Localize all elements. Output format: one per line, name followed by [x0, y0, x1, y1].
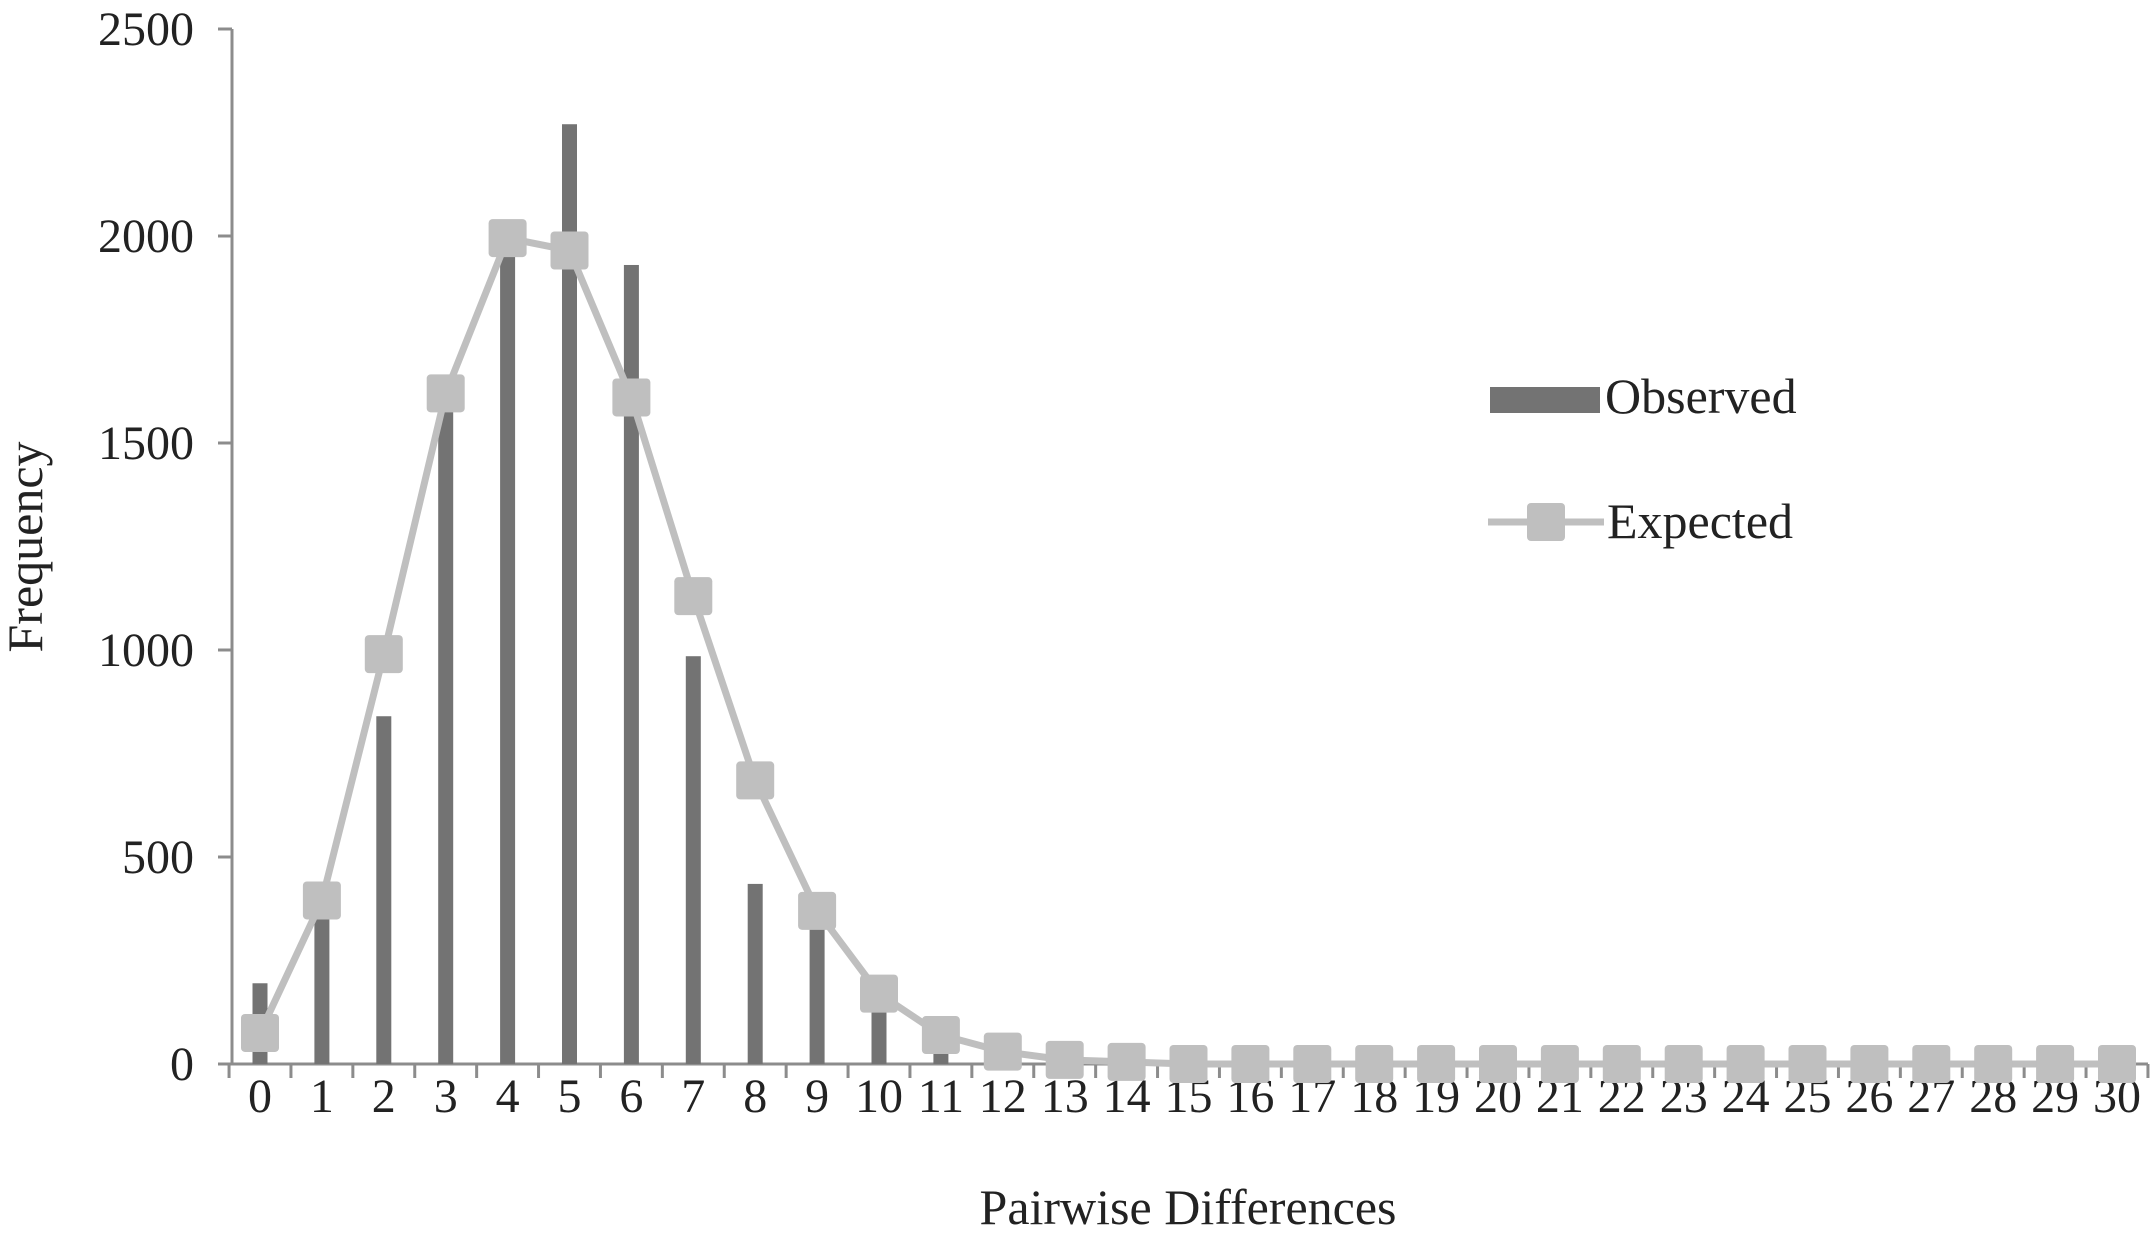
expected-marker [921, 1016, 960, 1055]
observed-bar [500, 252, 516, 1064]
expected-marker [1912, 1045, 1951, 1083]
observed-bars [252, 124, 1011, 1065]
legend-observed-swatch [1490, 387, 1600, 413]
expected-marker [1602, 1045, 1641, 1083]
y-axis: 0 500 1000 1500 2000 2500 [98, 3, 234, 1091]
expected-marker [488, 219, 527, 258]
x-tick-label: 10 [855, 1070, 903, 1123]
expected-marker [1540, 1045, 1579, 1083]
observed-bar [562, 124, 577, 1065]
x-tick-label: 0 [248, 1070, 272, 1123]
y-tick-label: 500 [122, 831, 194, 884]
expected-marker [1107, 1042, 1146, 1081]
expected-marker [1231, 1045, 1270, 1083]
expected-marker [1355, 1045, 1394, 1083]
x-tick-label: 2 [372, 1070, 396, 1123]
expected-marker [1788, 1045, 1827, 1083]
expected-marker [860, 974, 898, 1013]
expected-marker [1293, 1045, 1332, 1083]
x-tick-label: 11 [918, 1070, 964, 1123]
x-tick-label: 7 [681, 1070, 705, 1123]
x-tick-label: 5 [558, 1070, 582, 1123]
x-tick-label: 12 [979, 1070, 1027, 1123]
y-tick-label: 1000 [98, 624, 194, 677]
expected-marker [1045, 1040, 1084, 1079]
observed-bar [314, 914, 330, 1064]
x-tick-label: 9 [805, 1070, 829, 1123]
expected-marker [612, 378, 651, 417]
expected-marker [1664, 1045, 1703, 1083]
y-axis-title: Frequency [0, 441, 53, 652]
expected-marker [550, 231, 589, 270]
expected-marker [302, 881, 341, 920]
expected-marker [426, 374, 465, 413]
expected-marker [736, 761, 775, 800]
y-tick-label: 2000 [98, 210, 194, 263]
x-tick-label: 3 [434, 1070, 458, 1123]
x-tick-label: 1 [310, 1070, 334, 1123]
y-tick-label: 1500 [98, 417, 194, 470]
observed-bar [623, 264, 639, 1065]
observed-bar [685, 656, 701, 1064]
observed-bar [809, 927, 825, 1064]
expected-marker [1479, 1045, 1517, 1083]
expected-marker [241, 1013, 279, 1052]
legend-observed-label: Observed [1605, 368, 1797, 424]
expected-marker [364, 635, 403, 674]
expected-marker [2036, 1045, 2075, 1083]
observed-bar [376, 716, 392, 1064]
expected-marker [1417, 1045, 1456, 1083]
x-tick-label: 8 [743, 1070, 767, 1123]
expected-marker [1726, 1045, 1765, 1083]
expected-marker [1169, 1045, 1208, 1083]
expected-marker [1850, 1045, 1889, 1083]
x-tick-label: 4 [496, 1070, 520, 1123]
expected-series-line [256, 234, 2117, 1068]
x-axis-title: Pairwise Differences [980, 1179, 1397, 1234]
observed-bar [438, 405, 454, 1064]
legend-expected-label: Expected [1607, 493, 1793, 549]
expected-marker [674, 577, 713, 616]
expected-marker [983, 1032, 1022, 1071]
expected-marker [1974, 1045, 2013, 1083]
x-tick-label: 6 [619, 1070, 643, 1123]
expected-line [241, 219, 2136, 1083]
observed-bar [747, 883, 763, 1064]
legend: Observed Expected [1488, 368, 1797, 549]
legend-expected-marker [1527, 503, 1565, 541]
y-tick-label: 0 [170, 1038, 194, 1091]
observed-bar [871, 1006, 887, 1064]
expected-marker [2098, 1045, 2136, 1083]
expected-marker [798, 891, 837, 930]
y-tick-label: 2500 [98, 3, 194, 56]
